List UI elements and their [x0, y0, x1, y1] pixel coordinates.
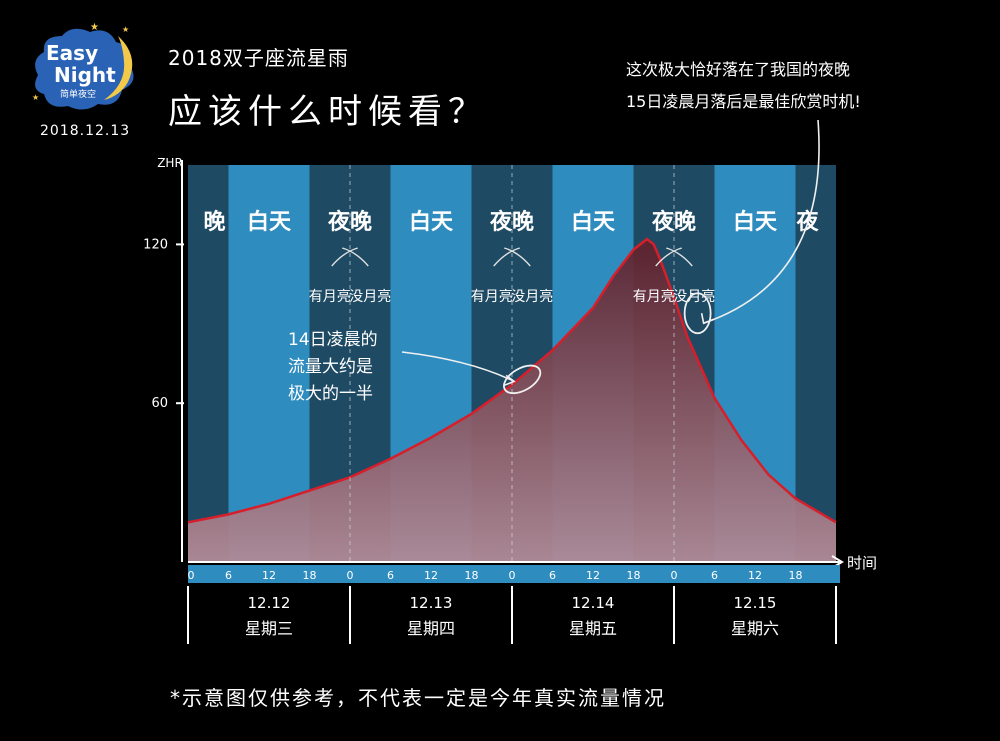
- y-axis-label: ZHR: [157, 156, 183, 170]
- x-tick-label: 18: [465, 569, 479, 582]
- y-tick-label: 120: [143, 237, 168, 252]
- logo-date: 2018.12.13: [40, 123, 131, 139]
- day-label: 白天: [409, 209, 454, 235]
- x-tick-label: 12: [262, 569, 276, 582]
- x-tick-label: 18: [789, 569, 803, 582]
- x-tick-label: 0: [188, 569, 195, 582]
- best-time-arrowhead: [700, 313, 714, 325]
- half-peak-circle: [503, 364, 542, 395]
- x-tick-label: 0: [347, 569, 354, 582]
- x-tick-label: 6: [549, 569, 556, 582]
- svg-text:★: ★: [32, 93, 39, 102]
- half-peak-note-line1: 14日凌晨的: [288, 330, 378, 350]
- easy-night-logo: ★ ★ ★ Easy Night 简单夜空: [32, 22, 134, 110]
- best-time-arrow: [703, 119, 820, 324]
- moon-absent-label: 没月亮: [673, 288, 715, 305]
- moon-arrow: [504, 247, 531, 267]
- x-tick-strip: [188, 565, 840, 583]
- logo-line1: Easy: [46, 41, 98, 65]
- moon-present-label: 有月亮: [309, 288, 351, 305]
- x-tick-label: 6: [387, 569, 394, 582]
- moon-absent-label: 没月亮: [511, 288, 553, 305]
- moon-absent-label: 没月亮: [349, 288, 391, 305]
- x-tick-label: 12: [748, 569, 762, 582]
- band-night: [795, 165, 836, 562]
- page-subtitle: 2018双子座流星雨: [168, 46, 349, 70]
- half-peak-arrowhead: [503, 374, 516, 387]
- day-weekday: 星期三: [245, 619, 293, 638]
- day-label: 白天: [733, 209, 778, 235]
- half-peak-arrow: [401, 351, 515, 383]
- x-tick-label: 18: [303, 569, 317, 582]
- day-weekday: 星期四: [407, 619, 455, 638]
- x-tick-label: 12: [424, 569, 438, 582]
- best-time-note-line1: 这次极大恰好落在了我国的夜晚: [626, 60, 851, 79]
- band-night: [188, 165, 229, 562]
- day-date: 12.13: [410, 594, 453, 612]
- logo-sub: 简单夜空: [60, 88, 96, 100]
- logo-line2: Night: [54, 63, 116, 87]
- day-weekday: 星期五: [569, 619, 617, 638]
- x-tick-label: 6: [711, 569, 718, 582]
- moon-arrow: [331, 247, 358, 267]
- day-label: 白天: [571, 209, 616, 235]
- x-tick-label: 0: [509, 569, 516, 582]
- x-tick-label: 18: [627, 569, 641, 582]
- day-weekday: 星期六: [731, 619, 779, 638]
- moon-arrow: [666, 247, 693, 267]
- svg-text:★: ★: [122, 25, 129, 34]
- best-time-note: 这次极大恰好落在了我国的夜晚 15日凌晨月落后是最佳欣赏时机!: [626, 54, 861, 118]
- best-time-circle: [683, 292, 712, 335]
- disclaimer-footnote: *示意图仅供参考，不代表一定是今年真实流量情况: [170, 686, 666, 710]
- day-date: 12.12: [248, 594, 291, 612]
- half-peak-note-line3: 极大的一半: [288, 384, 373, 404]
- x-tick-label: 12: [586, 569, 600, 582]
- x-tick-label: 0: [671, 569, 678, 582]
- best-time-note-line2: 15日凌晨月落后是最佳欣赏时机!: [626, 92, 861, 111]
- x-tick-label: 6: [225, 569, 232, 582]
- moon-present-label: 有月亮: [471, 288, 513, 305]
- moon-arrow: [655, 247, 682, 267]
- night-label: 晚: [203, 210, 225, 235]
- half-peak-note-line2: 流量大约是: [288, 357, 373, 377]
- moon-arrow: [342, 247, 369, 267]
- moon-present-label: 有月亮: [633, 288, 675, 305]
- day-date: 12.15: [734, 594, 777, 612]
- half-peak-note: 14日凌晨的 流量大约是 极大的一半: [288, 327, 378, 408]
- y-tick-label: 60: [151, 396, 168, 411]
- night-label: 夜晚: [489, 209, 534, 235]
- x-axis-label: 时间: [847, 554, 877, 572]
- page-title: 应该什么时候看？: [168, 92, 488, 132]
- moon-arrow: [493, 247, 520, 267]
- day-label: 白天: [247, 209, 292, 235]
- svg-text:★: ★: [90, 22, 99, 33]
- night-label: 夜晚: [651, 209, 696, 235]
- zhr-curve: [187, 237, 837, 524]
- day-date: 12.14: [572, 594, 615, 612]
- night-label: 夜晚: [327, 209, 372, 235]
